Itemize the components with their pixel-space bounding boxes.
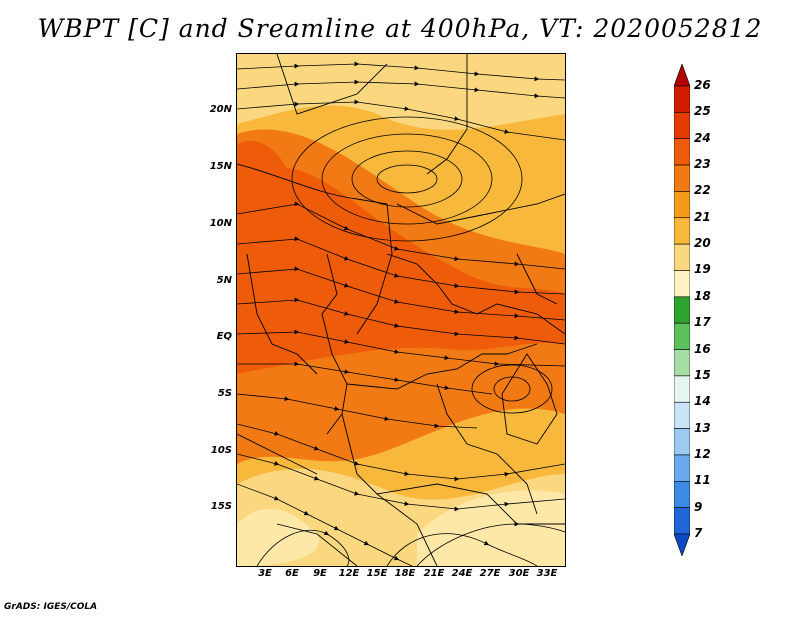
colorbar-segment [674,375,690,403]
colorbar-segment [674,480,690,508]
lat-label: 15N [209,161,232,172]
colorbar-segment [674,138,690,166]
lat-label: 10S [210,445,232,456]
colorbar-label: 23 [694,157,711,172]
colorbar-segment [674,270,690,298]
chart-title: WBPT [C] and Sreamline at 400hPa, VT: 20… [37,14,763,43]
colorbar-label: 26 [694,78,711,92]
colorbar-segment [674,164,690,192]
colorbar-label: 22 [694,183,711,198]
colorbar-label: 7 [694,526,703,540]
colorbar-label: 21 [694,209,711,224]
colorbar-segment [674,454,690,482]
colorbar-segment [674,191,690,219]
colorbar-label: 12 [694,446,711,461]
colorbar-segment [674,243,690,271]
wbpt-field-23-west [237,140,289,200]
colorbar-segment [674,217,690,245]
colorbar-label: 15 [694,367,711,382]
colorbar-segments [674,64,690,556]
colorbar-label: 18 [694,288,711,303]
colorbar-label: 24 [694,130,711,145]
lon-label: 15E [366,568,388,579]
colorbar-segment [674,112,690,140]
colorbar-label: 13 [694,420,711,435]
grads-credit: GrADS: IGES/COLA [4,602,98,612]
colorbar-label: 16 [694,341,711,356]
colorbar [674,64,690,556]
lon-label: 30E [508,568,530,579]
colorbar-label: 14 [694,394,711,409]
lat-label: 15S [210,501,232,512]
colorbar-label: 9 [694,499,703,514]
lon-label: 21E [423,568,445,579]
colorbar-label: 20 [694,236,711,251]
colorbar-segment [674,401,690,429]
lon-label: 3E [258,568,272,579]
lat-label: 5S [217,388,232,399]
lon-label: 18E [394,568,416,579]
lat-label: EQ [216,331,232,342]
colorbar-label: 25 [694,104,711,119]
colorbar-segment [674,85,690,113]
lon-label: 27E [479,568,501,579]
lon-label: 9E [313,568,327,579]
colorbar-segment [674,322,690,350]
lon-label: 6E [285,568,299,579]
colorbar-label: 17 [694,315,711,330]
colorbar-segment [674,296,690,324]
colorbar-label: 11 [694,473,711,488]
lat-label: 5N [216,275,232,286]
colorbar-segment [674,64,690,87]
lon-label: 12E [338,568,360,579]
colorbar-label: 19 [694,262,711,277]
map-svg [237,54,565,566]
streamlines [237,61,565,566]
colorbar-segment [674,428,690,456]
lat-label: 20N [209,104,232,115]
map-panel [236,53,566,567]
colorbar-segment [674,349,690,377]
colorbar-segment [674,507,690,535]
lon-label: 33E [536,568,558,579]
lat-label: 10N [209,218,232,229]
lon-label: 24E [451,568,473,579]
colorbar-segment [674,533,690,556]
